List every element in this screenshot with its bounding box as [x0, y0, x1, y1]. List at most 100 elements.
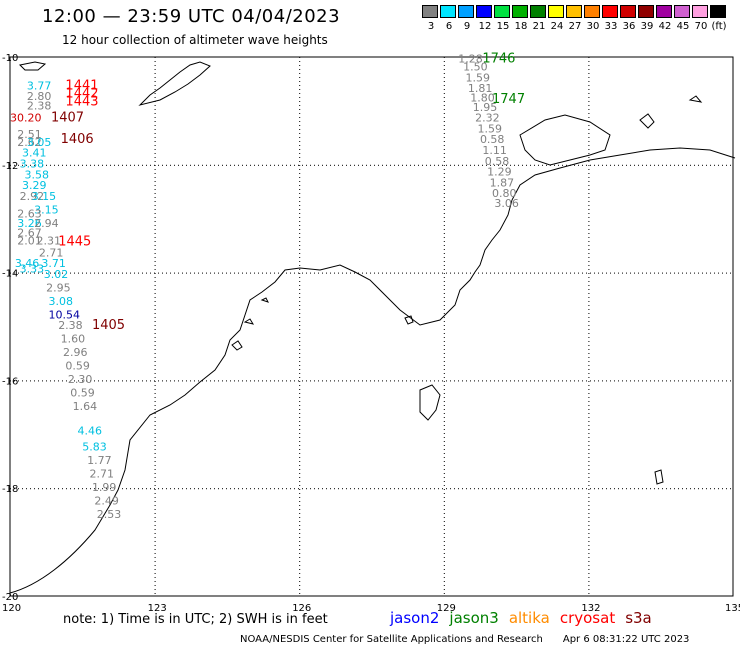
- grid-dot: [154, 133, 156, 134]
- grid-dot: [70, 164, 71, 166]
- grid-dot: [222, 272, 223, 274]
- grid-dot: [42, 164, 43, 166]
- grid-dot: [530, 272, 531, 274]
- grid-dot: [154, 301, 156, 302]
- grid-dot: [630, 380, 631, 382]
- grid-dot: [254, 488, 255, 490]
- grid-dot: [230, 272, 231, 274]
- grid-dot: [138, 380, 139, 382]
- grid-dot: [299, 325, 301, 326]
- grid-dot: [154, 457, 156, 458]
- grid-dot: [588, 345, 590, 346]
- grid-dot: [588, 357, 590, 358]
- pass-time-label: 1443: [65, 95, 98, 110]
- grid-dot: [299, 289, 301, 290]
- grid-dot: [588, 497, 590, 498]
- grid-dot: [446, 164, 447, 166]
- grid-dot: [510, 164, 511, 166]
- grid-dot: [234, 164, 235, 166]
- wave-height-value: 3.46: [15, 257, 40, 270]
- grid-dot: [266, 164, 267, 166]
- grid-dot: [278, 380, 279, 382]
- grid-dot: [582, 488, 583, 490]
- grid-dot: [154, 257, 156, 258]
- grid-dot: [494, 164, 495, 166]
- grid-dot: [299, 581, 301, 582]
- grid-dot: [214, 488, 215, 490]
- legend-swatch: [530, 5, 546, 18]
- grid-dot: [458, 380, 459, 382]
- grid-dot: [142, 164, 143, 166]
- grid-dot: [154, 161, 156, 162]
- grid-dot: [682, 272, 683, 274]
- grid-dot: [698, 380, 699, 382]
- grid-dot: [562, 164, 563, 166]
- grid-dot: [443, 289, 445, 290]
- grid-dot: [299, 77, 301, 78]
- grid-dot: [654, 380, 655, 382]
- grid-dot: [154, 313, 156, 314]
- grid-dot: [538, 380, 539, 382]
- grid-dot: [588, 93, 590, 94]
- grid-dot: [506, 272, 507, 274]
- grid-dot: [414, 164, 415, 166]
- grid-dot: [694, 380, 695, 382]
- grid-dot: [588, 573, 590, 574]
- grid-dot: [154, 145, 156, 146]
- grid-dot: [299, 61, 301, 62]
- grid-dot: [588, 501, 590, 502]
- grid-dot: [122, 488, 123, 490]
- grid-dot: [154, 321, 156, 322]
- grid-dot: [588, 293, 590, 294]
- grid-dot: [298, 272, 299, 274]
- grid-dot: [443, 577, 445, 578]
- grid-dot: [588, 389, 590, 390]
- grid-dot: [278, 164, 279, 166]
- grid-dot: [10, 164, 11, 166]
- grid-dot: [299, 281, 301, 282]
- grid-dot: [326, 164, 327, 166]
- grid-dot: [154, 469, 156, 470]
- grid-dot: [706, 164, 707, 166]
- grid-dot: [30, 272, 31, 274]
- grid-dot: [154, 165, 156, 166]
- grid-dot: [443, 97, 445, 98]
- grid-dot: [426, 488, 427, 490]
- wave-height-value: 2.80: [27, 90, 52, 103]
- grid-dot: [130, 164, 131, 166]
- grid-dot: [588, 221, 590, 222]
- wave-height-value: 3.15: [32, 190, 57, 203]
- wave-height-value: 2.95: [46, 281, 71, 294]
- grid-dot: [190, 272, 191, 274]
- grid-dot: [299, 573, 301, 574]
- grid-dot: [106, 380, 107, 382]
- grid-dot: [154, 509, 156, 510]
- grid-dot: [358, 164, 359, 166]
- grid-dot: [299, 205, 301, 206]
- legend-swatch: [584, 5, 600, 18]
- grid-dot: [26, 488, 27, 490]
- grid-dot: [338, 380, 339, 382]
- grid-dot: [443, 509, 445, 510]
- grid-dot: [443, 417, 445, 418]
- grid-dot: [438, 164, 439, 166]
- grid-dot: [382, 488, 383, 490]
- grid-dot: [18, 380, 19, 382]
- grid-dot: [494, 488, 495, 490]
- grid-dot: [714, 164, 715, 166]
- grid-dot: [299, 541, 301, 542]
- map-border: [9, 56, 734, 597]
- grid-dot: [106, 272, 107, 274]
- grid-dot: [588, 325, 590, 326]
- grid-dot: [42, 380, 43, 382]
- grid-dot: [299, 85, 301, 86]
- grid-dot: [426, 164, 427, 166]
- wave-height-value: 2.38: [27, 99, 52, 112]
- grid-dot: [299, 321, 301, 322]
- grid-dot: [443, 453, 445, 454]
- grid-dot: [358, 380, 359, 382]
- grid-dot: [443, 93, 445, 94]
- grid-dot: [670, 272, 671, 274]
- grid-dot: [588, 153, 590, 154]
- grid-dot: [34, 272, 35, 274]
